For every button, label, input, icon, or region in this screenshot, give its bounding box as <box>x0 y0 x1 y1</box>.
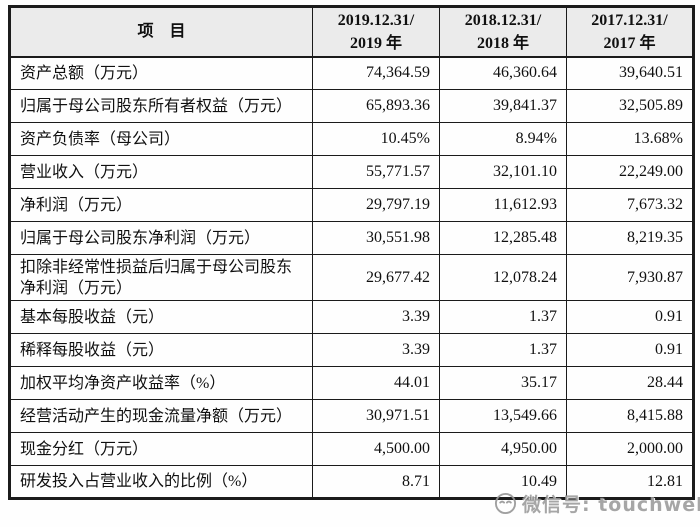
value-2019: 30,971.51 <box>312 399 440 433</box>
value-2018: 8.94% <box>439 122 567 156</box>
table-row: 营业收入（万元） 55,771.57 32,101.10 22,249.00 <box>9 155 694 189</box>
value-2017: 13.68% <box>566 122 694 156</box>
table-row: 现金分红（万元） 4,500.00 4,950.00 2,000.00 <box>9 432 694 466</box>
financial-summary-table: 项 目 2019.12.31/ 2019 年 2018.12.31/ 2018 … <box>8 5 695 500</box>
header-cell-2017: 2017.12.31/ 2017 年 <box>566 6 694 58</box>
value-2017: 7,930.87 <box>566 254 694 301</box>
value-2019: 65,893.36 <box>312 89 440 123</box>
value-2018: 11,612.93 <box>439 188 567 222</box>
header-2018-year: 2018 年 <box>476 34 529 52</box>
value-2017: 12.81 <box>566 465 694 499</box>
value-2018: 39,841.37 <box>439 89 567 123</box>
value-2018: 35.17 <box>439 366 567 400</box>
row-label: 基本每股收益（元） <box>9 300 313 334</box>
header-2017-date: 2017.12.31/ <box>591 11 668 29</box>
table-row: 经营活动产生的现金流量净额（万元） 30,971.51 13,549.66 8,… <box>9 399 694 433</box>
header-2017-year: 2017 年 <box>603 34 656 52</box>
header-2018-date: 2018.12.31/ <box>464 11 542 29</box>
table-header: 项 目 2019.12.31/ 2019 年 2018.12.31/ 2018 … <box>9 6 694 58</box>
value-2019: 8.71 <box>312 465 440 499</box>
value-2019: 44.01 <box>312 366 440 400</box>
value-2019: 29,677.42 <box>312 254 440 301</box>
row-label: 扣除非经常性损益后归属于母公司股东净利润（万元） <box>9 254 313 301</box>
value-2017: 39,640.51 <box>566 56 694 90</box>
row-label: 经营活动产生的现金流量净额（万元） <box>9 399 313 433</box>
value-2017: 7,673.32 <box>566 188 694 222</box>
value-2017: 8,219.35 <box>566 221 694 255</box>
table-row: 归属于母公司股东所有者权益（万元） 65,893.36 39,841.37 32… <box>9 89 694 123</box>
value-2018: 10.49 <box>439 465 567 499</box>
value-2017: 2,000.00 <box>566 432 694 466</box>
table-row: 净利润（万元） 29,797.19 11,612.93 7,673.32 <box>9 188 694 222</box>
row-label: 归属于母公司股东净利润（万元） <box>9 221 313 255</box>
value-2019: 10.45% <box>312 122 440 156</box>
row-label: 加权平均净资产收益率（%） <box>9 366 313 400</box>
value-2017: 28.44 <box>566 366 694 400</box>
value-2019: 29,797.19 <box>312 188 440 222</box>
value-2017: 32,505.89 <box>566 89 694 123</box>
table-row: 归属于母公司股东净利润（万元） 30,551.98 12,285.48 8,21… <box>9 221 694 255</box>
value-2018: 13,549.66 <box>439 399 567 433</box>
row-label: 研发投入占营业收入的比例（%） <box>9 465 313 499</box>
value-2019: 4,500.00 <box>312 432 440 466</box>
table-body: 资产总额（万元） 74,364.59 46,360.64 39,640.51 归… <box>9 56 694 499</box>
table-row: 加权平均净资产收益率（%） 44.01 35.17 28.44 <box>9 366 694 400</box>
value-2019: 3.39 <box>312 300 440 334</box>
row-label: 归属于母公司股东所有者权益（万元） <box>9 89 313 123</box>
value-2019: 55,771.57 <box>312 155 440 189</box>
row-label: 营业收入（万元） <box>9 155 313 189</box>
table-row: 资产总额（万元） 74,364.59 46,360.64 39,640.51 <box>9 56 694 90</box>
row-label: 资产负债率（母公司） <box>9 122 313 156</box>
header-2019-year: 2019 年 <box>349 34 402 52</box>
value-2018: 46,360.64 <box>439 56 567 90</box>
header-row: 项 目 2019.12.31/ 2019 年 2018.12.31/ 2018 … <box>9 6 694 58</box>
table-row: 基本每股收益（元） 3.39 1.37 0.91 <box>9 300 694 334</box>
table-row: 扣除非经常性损益后归属于母公司股东净利润（万元） 29,677.42 12,07… <box>9 254 694 301</box>
value-2018: 12,285.48 <box>439 221 567 255</box>
table-row: 稀释每股收益（元） 3.39 1.37 0.91 <box>9 333 694 367</box>
value-2017: 0.91 <box>566 300 694 334</box>
header-item-label: 项 目 <box>137 23 186 41</box>
header-cell-item: 项 目 <box>9 6 313 58</box>
value-2017: 8,415.88 <box>566 399 694 433</box>
value-2018: 32,101.10 <box>439 155 567 189</box>
value-2017: 0.91 <box>566 333 694 367</box>
value-2018: 12,078.24 <box>439 254 567 301</box>
table-row: 研发投入占营业收入的比例（%） 8.71 10.49 12.81 <box>9 465 694 499</box>
header-cell-2019: 2019.12.31/ 2019 年 <box>312 6 440 58</box>
value-2017: 22,249.00 <box>566 155 694 189</box>
row-label: 资产总额（万元） <box>9 56 313 90</box>
value-2018: 4,950.00 <box>439 432 567 466</box>
table-row: 资产负债率（母公司） 10.45% 8.94% 13.68% <box>9 122 694 156</box>
row-label: 现金分红（万元） <box>9 432 313 466</box>
value-2018: 1.37 <box>439 300 567 334</box>
header-cell-2018: 2018.12.31/ 2018 年 <box>439 6 567 58</box>
value-2019: 74,364.59 <box>312 56 440 90</box>
value-2018: 1.37 <box>439 333 567 367</box>
header-2019-date: 2019.12.31/ <box>337 11 415 29</box>
value-2019: 30,551.98 <box>312 221 440 255</box>
row-label: 稀释每股收益（元） <box>9 333 313 367</box>
row-label: 净利润（万元） <box>9 188 313 222</box>
value-2019: 3.39 <box>312 333 440 367</box>
